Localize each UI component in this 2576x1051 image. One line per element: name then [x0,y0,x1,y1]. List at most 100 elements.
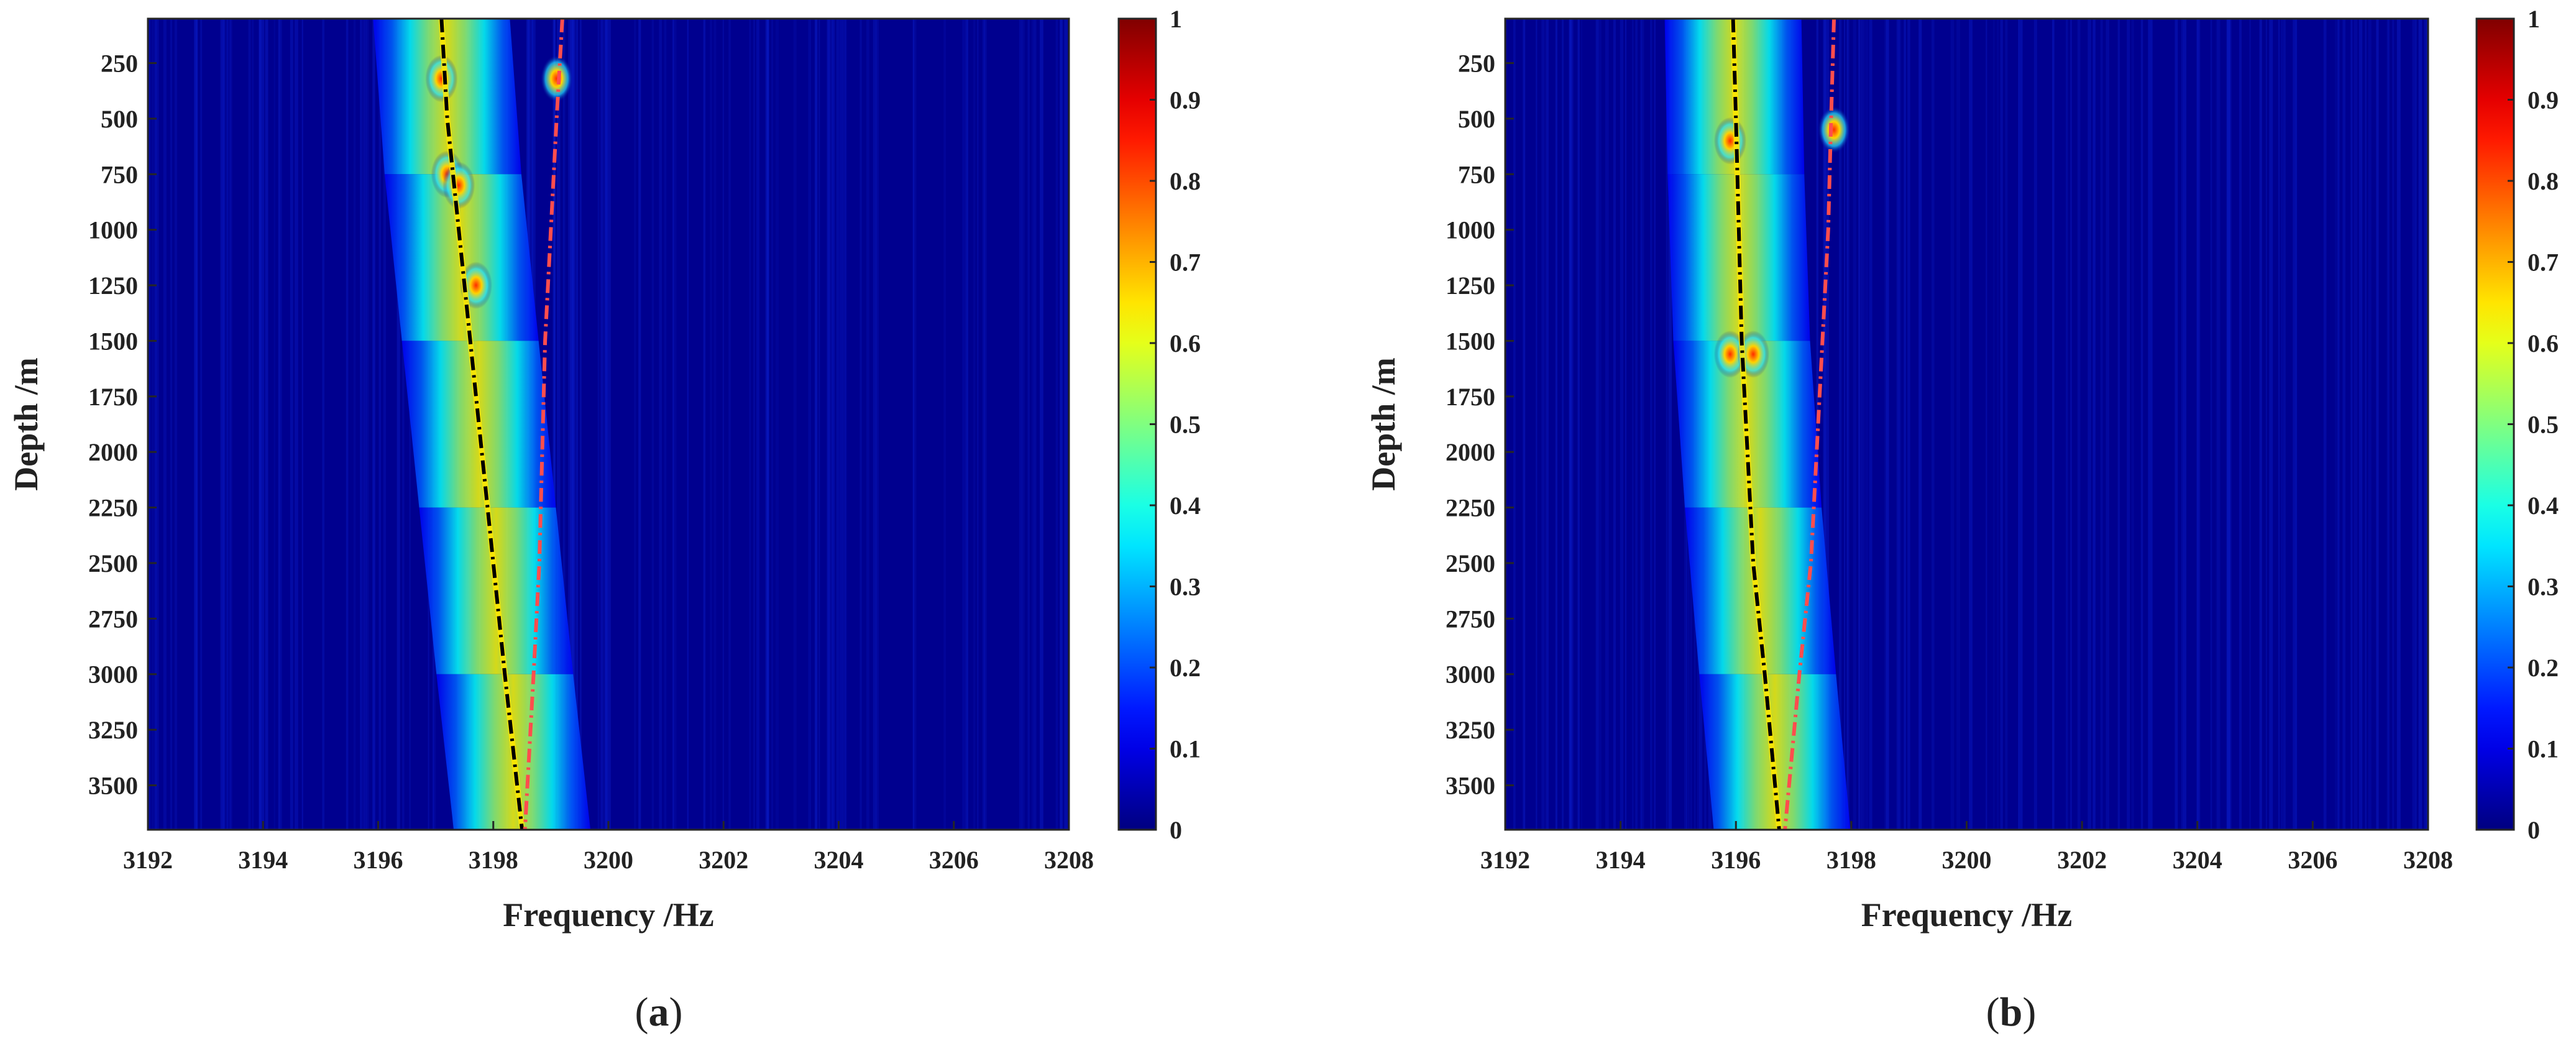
noise-streak [223,19,225,830]
noise-streak [2070,19,2072,830]
noise-streak [2065,19,2068,830]
colorbar-tick-label: 0.3 [1170,573,1201,601]
noise-streak [2226,19,2230,830]
noise-streak [753,19,755,830]
noise-streak [2293,19,2297,830]
noise-streak [827,19,829,830]
noise-streak [2414,19,2417,830]
noise-streak [259,19,262,830]
noise-streak [262,19,265,830]
x-tick-label: 3208 [1044,846,1094,874]
y-tick-label: 250 [101,50,138,78]
x-tick-label: 3200 [1942,846,1992,874]
noise-streak [1546,19,1549,830]
noise-streak [574,19,576,830]
x-tick-label: 3192 [123,846,173,874]
noise-streak [2293,19,2296,830]
noise-streak [2100,19,2103,830]
noise-streak [2386,19,2390,830]
colorbar-tick-label: 0.5 [1170,411,1201,439]
noise-streak [638,19,641,830]
noise-streak [1569,19,1572,830]
noise-streak [776,19,779,830]
noise-streak [2239,19,2242,830]
noise-streak [1904,19,1906,830]
noise-streak [1536,19,1538,830]
noise-streak [672,19,674,830]
noise-streak [1956,19,1960,830]
y-tick-label: 1250 [88,272,138,300]
noise-streak [1986,19,1987,830]
y-tick-label: 3500 [1446,771,1495,799]
noise-streak [148,19,151,830]
noise-streak [728,19,731,830]
y-tick-label: 1750 [88,383,138,411]
x-tick-label: 3194 [238,846,288,874]
noise-streak [170,19,173,830]
noise-streak [2350,19,2353,830]
x-tick-label: 3198 [469,846,518,874]
noise-streak [2018,19,2022,830]
noise-streak [571,19,574,830]
bright-spot [442,162,475,209]
noise-streak [372,19,374,830]
noise-streak [1931,19,1935,830]
noise-streak [1545,19,1549,830]
noise-streak [151,19,154,830]
y-tick-label: 750 [1458,160,1495,188]
y-tick-label: 1500 [88,327,138,355]
noise-streak [2217,19,2221,830]
y-tick-label: 3000 [1446,661,1495,689]
noise-streak [229,19,232,830]
x-tick-label: 3204 [814,846,864,874]
noise-streak [2077,19,2081,830]
noise-streak [248,19,251,830]
noise-streak [766,19,769,830]
y-tick-label: 3000 [88,661,138,689]
noise-streak [2265,19,2267,830]
y-tick-label: 750 [101,160,138,188]
noise-streak [1613,19,1616,830]
y-tick-label: 2250 [88,494,138,522]
colorbar-tick-label: 0.4 [2528,492,2559,520]
noise-streak [378,19,382,830]
noise-streak [756,19,760,830]
noise-streak [651,19,654,830]
bright-spot [540,55,573,103]
noise-streak [2210,19,2212,830]
noise-streak [402,19,405,830]
noise-streak [2426,19,2428,830]
noise-streak [749,19,751,830]
noise-streak [2148,19,2152,830]
colorbar-tick-label: 0 [2528,816,2540,844]
panel-label-close-paren: ) [2022,989,2036,1035]
noise-streak [1869,19,1872,830]
noise-streak [353,19,356,830]
noise-streak [601,19,603,830]
noise-streak [2424,19,2428,830]
panel-label-open-paren: ( [1986,989,2000,1035]
noise-streak [2005,19,2008,830]
noise-streak [1569,19,1574,830]
noise-streak [273,19,276,830]
noise-streak [2183,19,2187,830]
noise-streak [832,19,835,830]
noise-streak [163,19,167,830]
noise-streak [252,19,254,830]
noise-streak [912,19,915,830]
colorbar-tick-label: 0.9 [2528,86,2559,114]
noise-streak [1650,19,1652,830]
heatmap-background [1505,19,2428,830]
noise-streak [1858,19,1863,830]
noise-streak [200,19,203,830]
x-tick-label: 3194 [1596,846,1646,874]
noise-streak [1858,19,1860,830]
noise-streak [2000,19,2003,830]
noise-streak [572,19,575,830]
noise-streak [372,19,375,830]
panel-label: (a) [635,989,683,1035]
noise-streak [155,19,159,830]
noise-streak [1861,19,1865,830]
noise-streak [912,19,915,830]
